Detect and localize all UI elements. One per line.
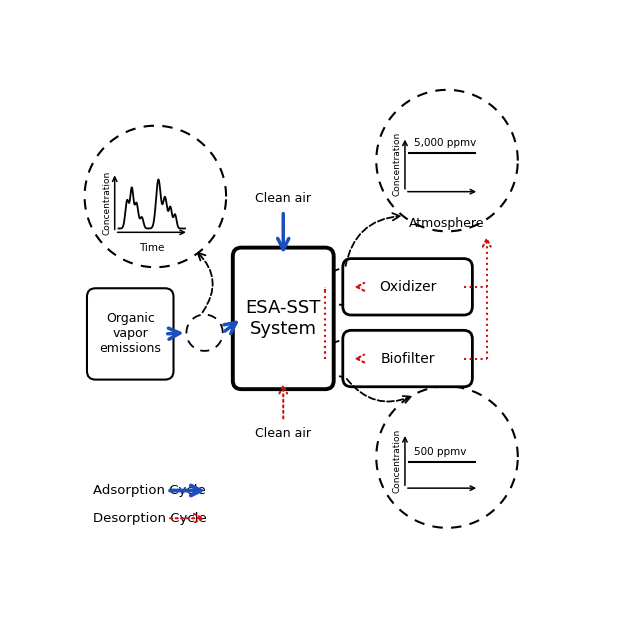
FancyBboxPatch shape	[87, 288, 174, 379]
FancyBboxPatch shape	[232, 248, 334, 389]
Text: Concentration: Concentration	[102, 170, 111, 235]
Text: Atmosphere: Atmosphere	[409, 217, 484, 230]
Text: Adsorption Cycle: Adsorption Cycle	[93, 484, 206, 497]
Text: 500 ppmv: 500 ppmv	[414, 447, 466, 457]
Text: Clean air: Clean air	[255, 427, 311, 440]
Text: Concentration: Concentration	[392, 132, 402, 196]
Text: Time: Time	[139, 243, 164, 253]
Text: Concentration: Concentration	[392, 428, 402, 493]
Text: Oxidizer: Oxidizer	[379, 280, 436, 294]
Text: ESA-SST
System: ESA-SST System	[246, 299, 321, 338]
FancyBboxPatch shape	[342, 330, 472, 387]
Text: Organic
vapor
emissions: Organic vapor emissions	[99, 312, 161, 355]
FancyBboxPatch shape	[342, 258, 472, 315]
Text: 5,000 ppmv: 5,000 ppmv	[414, 138, 476, 148]
Text: Clean air: Clean air	[255, 192, 311, 205]
Text: Desorption Cycle: Desorption Cycle	[93, 512, 207, 525]
Text: Biofilter: Biofilter	[381, 351, 435, 366]
